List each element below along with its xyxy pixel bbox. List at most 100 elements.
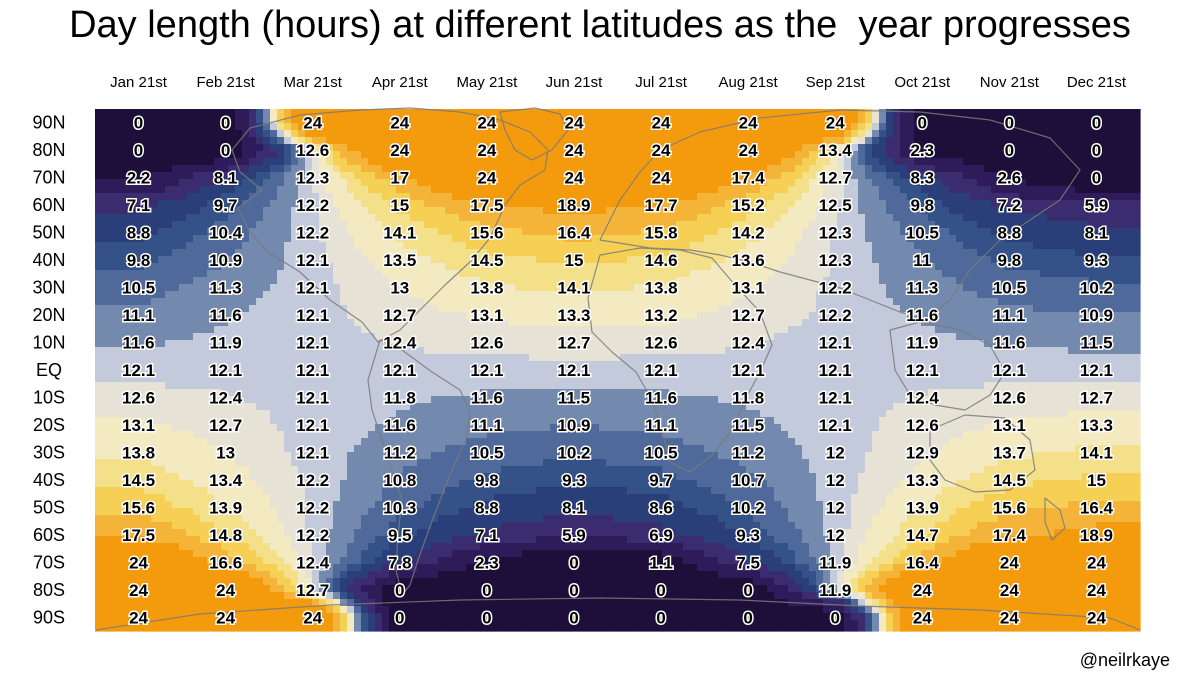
- heatmap-cell: [767, 207, 775, 215]
- heatmap-cell: [186, 235, 194, 243]
- heatmap-cell: [522, 305, 530, 313]
- heatmap-cell: [627, 137, 635, 145]
- heatmap-cell: [312, 312, 320, 320]
- heatmap-cell: [1089, 298, 1097, 306]
- heatmap-cell: [739, 207, 747, 215]
- heatmap-cell: [382, 319, 390, 327]
- heatmap-cell: [431, 193, 439, 201]
- heatmap-cell: [599, 137, 607, 145]
- heatmap-cell: [662, 200, 670, 208]
- heatmap-cell: [249, 319, 257, 327]
- heatmap-cell: [445, 151, 453, 159]
- heatmap-cell: [935, 151, 943, 159]
- heatmap-cell: [291, 249, 299, 257]
- heatmap-cell: [1068, 242, 1076, 250]
- heatmap-cell: [627, 291, 635, 299]
- heatmap-cell: [942, 137, 950, 145]
- heatmap-cell: [599, 144, 607, 152]
- heatmap-cell: [123, 305, 131, 313]
- heatmap-cell: [1131, 193, 1139, 201]
- heatmap-cell: [277, 326, 285, 334]
- heatmap-cell: [319, 214, 327, 222]
- heatmap-cell: [921, 305, 929, 313]
- heatmap-cell: [564, 263, 572, 271]
- heatmap-cell: [123, 249, 131, 257]
- heatmap-cell: [977, 319, 985, 327]
- heatmap-cell: [347, 179, 355, 187]
- heatmap-cell: [655, 158, 663, 166]
- heatmap-cell: [1005, 144, 1013, 152]
- heatmap-cell: [641, 228, 649, 236]
- heatmap-cell: [256, 291, 264, 299]
- heatmap-cell: [1033, 312, 1041, 320]
- heatmap-cell: [424, 319, 432, 327]
- heatmap-cell: [165, 214, 173, 222]
- heatmap-cell: [284, 277, 292, 285]
- heatmap-cell: [291, 214, 299, 222]
- heatmap-cell: [256, 137, 264, 145]
- heatmap-cell: [893, 144, 901, 152]
- heatmap-cell: [823, 130, 831, 138]
- heatmap-cell: [718, 172, 726, 180]
- heatmap-cell: [963, 214, 971, 222]
- heatmap-cell: [487, 158, 495, 166]
- heatmap-cell: [277, 172, 285, 180]
- heatmap-cell: [277, 165, 285, 173]
- heatmap-cell: [928, 256, 936, 264]
- heatmap-cell: [781, 151, 789, 159]
- heatmap-cell: [375, 263, 383, 271]
- heatmap-cell: [683, 277, 691, 285]
- heatmap-cell: [536, 249, 544, 257]
- heatmap-cell: [753, 116, 761, 124]
- heatmap-cell: [1012, 165, 1020, 173]
- heatmap-cell: [214, 214, 222, 222]
- heatmap-cell: [914, 249, 922, 257]
- heatmap-cell: [543, 242, 551, 250]
- heatmap-cell: [1131, 228, 1139, 236]
- heatmap-cell: [802, 116, 810, 124]
- heatmap-cell: [480, 158, 488, 166]
- heatmap-cell: [515, 151, 523, 159]
- heatmap-cell: [557, 172, 565, 180]
- heatmap-cell: [879, 221, 887, 229]
- heatmap-cell: [200, 319, 208, 327]
- heatmap-cell: [494, 298, 502, 306]
- heatmap-cell: [284, 123, 292, 131]
- heatmap-cell: [214, 221, 222, 229]
- heatmap-cell: [452, 284, 460, 292]
- heatmap-cell: [1047, 249, 1055, 257]
- heatmap-cell: [718, 158, 726, 166]
- heatmap-cell: [732, 144, 740, 152]
- heatmap-cell: [298, 158, 306, 166]
- heatmap-cell: [249, 214, 257, 222]
- heatmap-cell: [1068, 256, 1076, 264]
- heatmap-cell: [1047, 270, 1055, 278]
- heatmap-cell: [1012, 284, 1020, 292]
- heatmap-cell: [935, 242, 943, 250]
- heatmap-cell: [998, 249, 1006, 257]
- heatmap-cell: [578, 165, 586, 173]
- heatmap-cell: [851, 130, 859, 138]
- heatmap-cell: [515, 158, 523, 166]
- heatmap-cell: [382, 312, 390, 320]
- heatmap-cell: [354, 130, 362, 138]
- heatmap-cell: [746, 249, 754, 257]
- heatmap-cell: [347, 109, 355, 117]
- heatmap-cell: [1047, 228, 1055, 236]
- heatmap-cell: [221, 277, 229, 285]
- heatmap-cell: [697, 207, 705, 215]
- heatmap-cell: [718, 326, 726, 334]
- heatmap-cell: [424, 263, 432, 271]
- heatmap-cell: [221, 193, 229, 201]
- heatmap-cell: [655, 270, 663, 278]
- heatmap-cell: [1054, 277, 1062, 285]
- heatmap-cell: [410, 109, 418, 117]
- heatmap-cell: [739, 137, 747, 145]
- heatmap-cell: [1047, 326, 1055, 334]
- heatmap-cell: [536, 144, 544, 152]
- heatmap-cell: [1075, 256, 1083, 264]
- heatmap-cell: [109, 235, 117, 243]
- heatmap-cell: [375, 298, 383, 306]
- heatmap-cell: [690, 312, 698, 320]
- heatmap-cell: [305, 326, 313, 334]
